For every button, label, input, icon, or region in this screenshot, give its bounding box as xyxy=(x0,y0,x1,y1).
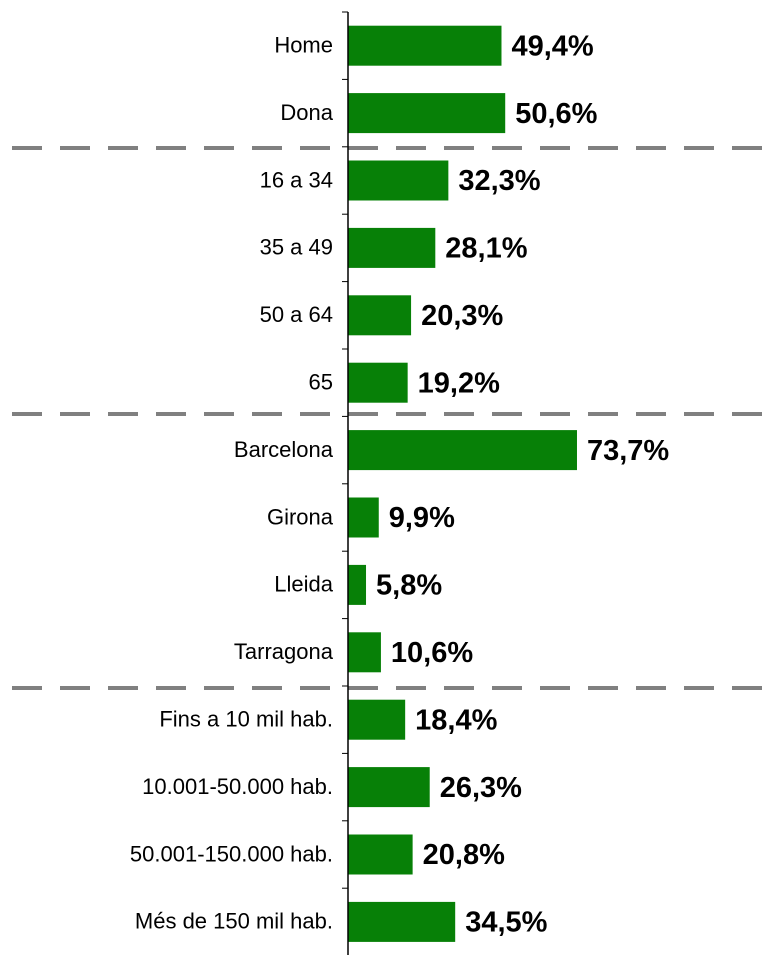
data-label: 50,6% xyxy=(515,98,597,130)
y-tick-label: Girona xyxy=(267,504,334,529)
bar xyxy=(348,632,381,673)
y-tick-label: Fins a 10 mil hab. xyxy=(159,707,333,732)
bar xyxy=(348,25,502,66)
y-tick-label: 50 a 64 xyxy=(260,302,333,327)
y-tick-label: Barcelona xyxy=(234,437,334,462)
data-label: 9,9% xyxy=(389,502,455,534)
bar xyxy=(348,362,408,403)
y-tick-label: Dona xyxy=(280,100,333,125)
data-label: 20,8% xyxy=(423,839,505,871)
data-label: 18,4% xyxy=(415,704,497,736)
y-tick-label: Tarragona xyxy=(234,639,334,664)
data-label: 73,7% xyxy=(587,435,669,467)
bar xyxy=(348,767,430,808)
data-label: 10,6% xyxy=(391,637,473,669)
bar xyxy=(348,901,456,942)
data-label: 34,5% xyxy=(465,907,547,939)
data-label: 26,3% xyxy=(440,772,522,804)
data-label: 32,3% xyxy=(458,165,540,197)
data-label: 5,8% xyxy=(376,570,442,602)
bar xyxy=(348,93,506,134)
separators xyxy=(12,146,775,690)
bar xyxy=(348,295,412,336)
y-tick-label: 65 xyxy=(309,370,333,395)
bar xyxy=(348,564,367,605)
data-label: 28,1% xyxy=(445,233,527,265)
data-label: 20,3% xyxy=(421,300,503,332)
data-label: 19,2% xyxy=(418,367,500,399)
bar xyxy=(348,497,379,538)
y-tick-label: Lleida xyxy=(274,572,333,597)
bar xyxy=(348,430,577,471)
bar xyxy=(348,699,406,740)
y-tick-label: 10.001-50.000 hab. xyxy=(142,774,333,799)
data-label: 49,4% xyxy=(511,30,593,62)
y-tick-label: 16 a 34 xyxy=(260,167,333,192)
bar xyxy=(348,834,413,875)
y-tick-label: Més de 150 mil hab. xyxy=(135,909,333,934)
y-tick-label: 50.001-150.000 hab. xyxy=(130,841,333,866)
y-tick-label: 35 a 49 xyxy=(260,235,333,260)
y-tick-label: Home xyxy=(274,33,333,58)
bar xyxy=(348,227,436,268)
bar xyxy=(348,160,449,201)
